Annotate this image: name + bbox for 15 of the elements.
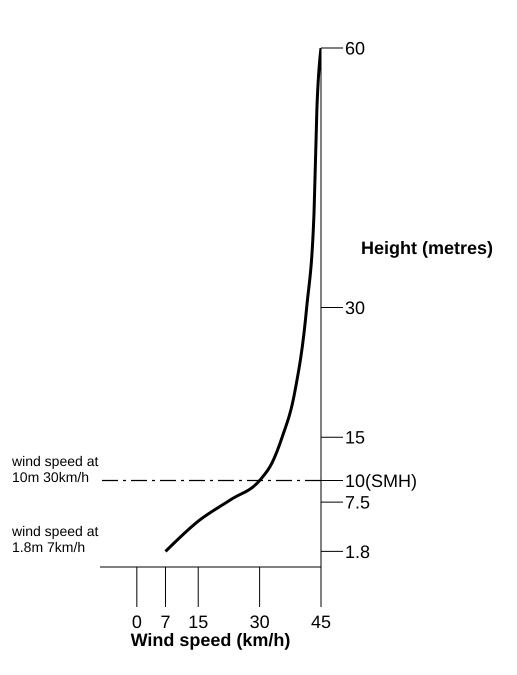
x-tick-label: 7 [160, 612, 170, 632]
x-tick-label: 0 [132, 612, 142, 632]
y-tick-label: 60 [345, 38, 366, 58]
text: wind speed at 1.8m 7km/h [11, 523, 99, 555]
y-tick-label: 15 [345, 428, 366, 448]
text: wind speed at 10m 30km/h [11, 453, 99, 485]
x-axis-title: Wind speed (km/h) [130, 630, 290, 650]
y-tick-label: 7.5 [345, 492, 370, 513]
x-tick-label: 45 [310, 612, 332, 632]
y-tick-label: 10(SMH) [345, 470, 418, 491]
y-tick-label: 1.8 [345, 542, 370, 562]
y-tick-label: 30 [345, 298, 366, 318]
x-tick-label: 30 [250, 612, 270, 632]
x-tick-label: 15 [188, 612, 208, 632]
y-axis-title: Height (metres) [360, 238, 494, 258]
